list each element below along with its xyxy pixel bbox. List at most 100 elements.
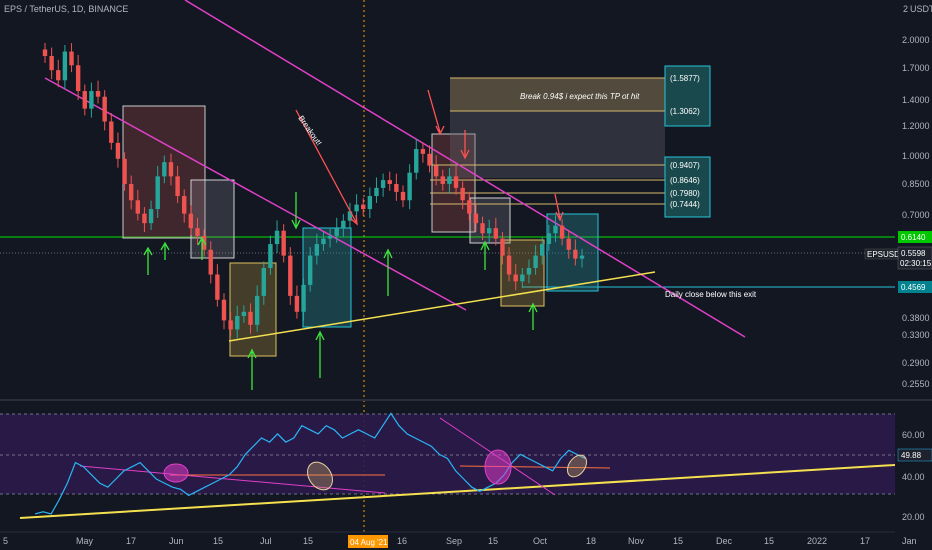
time-tick: 5 — [3, 536, 8, 546]
time-tick: Sep — [446, 536, 462, 546]
price-axis-top-tick: 2 — [903, 4, 908, 14]
zone-box-grey-2 — [469, 197, 511, 244]
time-tick: 15 — [303, 536, 313, 546]
candle-body — [533, 255, 538, 268]
candle-body — [520, 274, 525, 282]
candle-body — [540, 244, 545, 256]
candle-body — [168, 162, 174, 177]
candle-body — [453, 176, 459, 188]
price-tick: 0.7000 — [902, 210, 930, 220]
time-axis[interactable]: 5 May 17 Jun 15 Jul 15 04 Aug '21 16 Sep… — [0, 531, 917, 548]
time-tick: 15 — [764, 536, 774, 546]
crosshair-date-label: 04 Aug '21 — [350, 538, 388, 547]
candle-body — [268, 244, 273, 268]
candle-body — [579, 255, 585, 259]
candle-body — [62, 51, 68, 81]
candle-body — [69, 51, 74, 66]
candle-body — [307, 255, 313, 285]
candle-body — [440, 176, 445, 184]
time-tick: Jul — [260, 536, 272, 546]
candle-body — [566, 238, 571, 250]
candle-body — [500, 238, 505, 256]
candle-body — [82, 91, 87, 109]
candle-body — [109, 121, 114, 143]
candle-body — [228, 320, 233, 330]
candle-body — [553, 225, 558, 234]
zone-box-red-2 — [431, 133, 476, 233]
candle-body — [128, 183, 134, 201]
candle-body — [135, 200, 141, 214]
candle-body — [102, 96, 107, 122]
zone-box-teal-2 — [546, 213, 599, 292]
candle-body — [347, 211, 353, 221]
zone-box-teal-1 — [302, 227, 352, 328]
tp-label-3: (0.9407) — [670, 161, 700, 170]
osc-pink-trendline-1 — [79, 465, 386, 494]
candle-body — [321, 238, 326, 245]
tp-zone-highlight — [450, 78, 665, 111]
osc-circle-2 — [307, 461, 333, 491]
candle-body — [513, 274, 518, 282]
price-tick: 2.0000 — [902, 35, 930, 45]
candle-body — [221, 299, 227, 321]
candle-body — [361, 204, 366, 210]
candle-body — [546, 233, 552, 245]
tp-level-lines — [430, 77, 665, 205]
exit-note-annotation: Daily close below this exit — [665, 290, 757, 299]
rsi-line — [34, 412, 586, 515]
candle-body — [427, 153, 432, 166]
candle-body — [447, 176, 452, 184]
support-price-tag: 0.6140 — [901, 233, 926, 242]
tp-label-box-1 — [664, 65, 711, 127]
last-price-tag: 0.5598 — [901, 249, 926, 258]
osc-tick: 40.00 — [902, 472, 925, 482]
price-tick: 1.2000 — [902, 121, 930, 131]
candle-body — [49, 56, 54, 71]
time-tick: Jun — [169, 536, 184, 546]
time-tick: 15 — [488, 536, 498, 546]
tp-label-4: (0.8646) — [670, 176, 700, 185]
candle-body — [414, 149, 419, 173]
candle-body — [248, 311, 253, 325]
time-tick: Jan — [902, 536, 917, 546]
candle-body — [334, 228, 339, 236]
countdown-tag: 02:30:15 — [900, 259, 932, 268]
candle-body — [400, 191, 406, 201]
candle-body — [274, 230, 280, 245]
price-axis[interactable]: 2 USDT 2.0000 1.7000 1.4000 1.2000 1.000… — [902, 4, 932, 389]
upper-trendline-2 — [184, 0, 746, 338]
osc-current-tag: 49.88 — [901, 451, 922, 460]
candle-body — [420, 149, 426, 154]
price-tick: 0.8500 — [902, 179, 930, 189]
candle-body — [473, 213, 479, 224]
osc-tick: 60.00 — [902, 430, 925, 440]
candle-body — [559, 225, 565, 239]
tp-note-annotation: Break 0.94$ i expect this TP ot hit — [520, 92, 640, 101]
oscillator-pane[interactable]: 60.00 40.00 20.00 49.88 — [0, 412, 932, 522]
candle-body — [56, 70, 61, 81]
candle-body — [215, 274, 220, 300]
candle-body — [155, 176, 160, 210]
price-tick: 0.3800 — [902, 313, 930, 323]
candle-body — [288, 255, 293, 296]
time-tick: 15 — [213, 536, 223, 546]
candle-body — [341, 220, 346, 229]
candle-body — [182, 196, 187, 214]
time-tick: 17 — [860, 536, 870, 546]
candle-body — [122, 158, 127, 184]
candle-body — [235, 316, 240, 330]
price-tick: 0.2900 — [902, 358, 930, 368]
candle-body — [162, 162, 167, 177]
price-tick: 1.4000 — [902, 95, 930, 105]
candle-body — [261, 267, 266, 296]
candle-body — [506, 255, 512, 275]
time-tick: Oct — [533, 536, 548, 546]
support-price-tag-bg — [898, 231, 932, 243]
time-tick: Dec — [716, 536, 733, 546]
price-tick: 0.3300 — [902, 330, 930, 340]
candle-body — [195, 228, 200, 236]
candle-body — [115, 142, 121, 159]
annotation-arrows — [143, 89, 564, 390]
tp-zone-box — [450, 78, 665, 178]
